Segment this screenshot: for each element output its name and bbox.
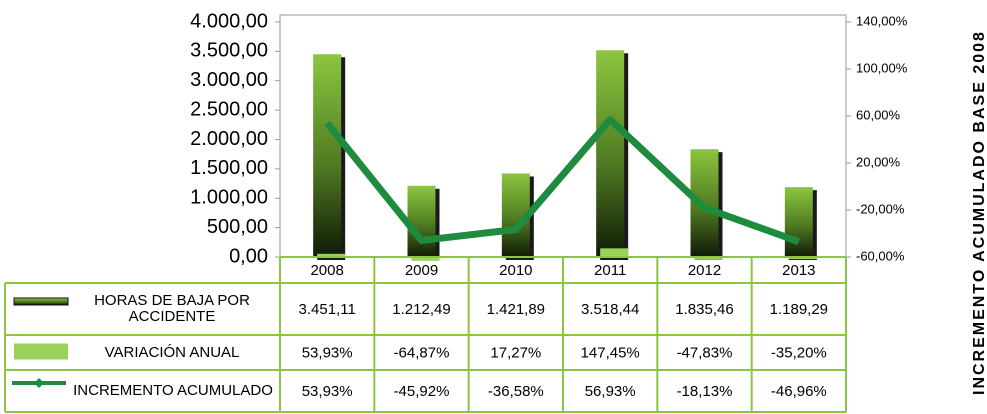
value-label: 53,93% xyxy=(302,383,353,400)
x-tick-label: 2013 xyxy=(782,262,815,279)
y-tick-label: 3.500,00 xyxy=(190,40,268,62)
x-tick-label: 2009 xyxy=(405,262,438,279)
value-label: -35,20% xyxy=(771,344,827,361)
legend-cell: HORAS DE BAJA POR ACCIDENTE xyxy=(94,292,250,325)
value-label: -18,13% xyxy=(677,383,733,400)
legend-key xyxy=(14,343,68,360)
x-tick-label: 2008 xyxy=(310,262,343,279)
y-tick-label: 4.000,00 xyxy=(190,10,268,32)
bar xyxy=(596,50,625,257)
legend-label: HORAS DE BAJA POR ACCIDENTE xyxy=(94,292,250,325)
bar xyxy=(784,187,813,257)
line xyxy=(324,116,801,245)
value-label: 3.518,44 xyxy=(581,301,639,318)
value-label: 1.421,89 xyxy=(487,301,545,318)
value-label: 147,45% xyxy=(581,344,640,361)
bar xyxy=(313,54,342,258)
y2-axis-label: INCREMENTO ACUMULADO BASE 2008 xyxy=(971,30,987,395)
y-tick-label: 1.500,00 xyxy=(190,157,268,179)
legend-cell: VARIACIÓN ANUAL xyxy=(104,343,240,361)
value-label: 17,27% xyxy=(490,344,541,361)
bar xyxy=(407,185,436,257)
legend-label: VARIACIÓN ANUAL xyxy=(104,343,240,361)
bar xyxy=(788,257,817,260)
y2-tick-label: 60,00% xyxy=(856,107,901,122)
y2-tick-label: 20,00% xyxy=(856,154,901,169)
y-tick-label: 0,00 xyxy=(229,245,268,267)
bar xyxy=(317,253,346,257)
value-label: 1.835,46 xyxy=(675,301,733,318)
legend-cell: INCREMENTO ACUMULADO xyxy=(73,382,273,399)
y2-tick-label: -20,00% xyxy=(856,201,905,216)
y2-tick-label: 140,00% xyxy=(856,13,908,28)
bar xyxy=(600,248,629,257)
y-tick-label: 500,00 xyxy=(207,216,268,238)
y2-tick-label: -60,00% xyxy=(856,248,905,263)
value-label: -64,87% xyxy=(394,344,450,361)
legend-label: INCREMENTO ACUMULADO xyxy=(73,382,273,399)
value-label: 3.451,11 xyxy=(299,301,356,318)
bar xyxy=(411,257,440,261)
plot-marks xyxy=(313,50,817,261)
value-label: 1.212,49 xyxy=(392,301,450,318)
legend-key xyxy=(13,297,69,306)
value-label: -45,92% xyxy=(394,383,450,400)
legend-key xyxy=(34,378,44,388)
y-tick-label: 3.000,00 xyxy=(190,69,268,91)
value-label: 1.189,29 xyxy=(770,301,828,318)
value-label: -46,96% xyxy=(771,383,827,400)
x-tick-label: 2011 xyxy=(594,262,626,279)
value-label: -47,83% xyxy=(677,344,733,361)
y2-tick-label: 100,00% xyxy=(856,60,908,75)
value-label: 56,93% xyxy=(585,383,636,400)
y-tick-label: 2.500,00 xyxy=(190,98,268,120)
bar xyxy=(694,257,723,260)
y-tick-label: 2.000,00 xyxy=(190,128,268,150)
plot-area xyxy=(279,14,847,258)
x-tick-label: 2010 xyxy=(499,262,532,279)
y-tick-label: 1.000,00 xyxy=(190,187,268,209)
value-label: 53,93% xyxy=(302,344,353,361)
value-label: -36,58% xyxy=(488,383,544,400)
x-tick-label: 2012 xyxy=(688,262,721,279)
